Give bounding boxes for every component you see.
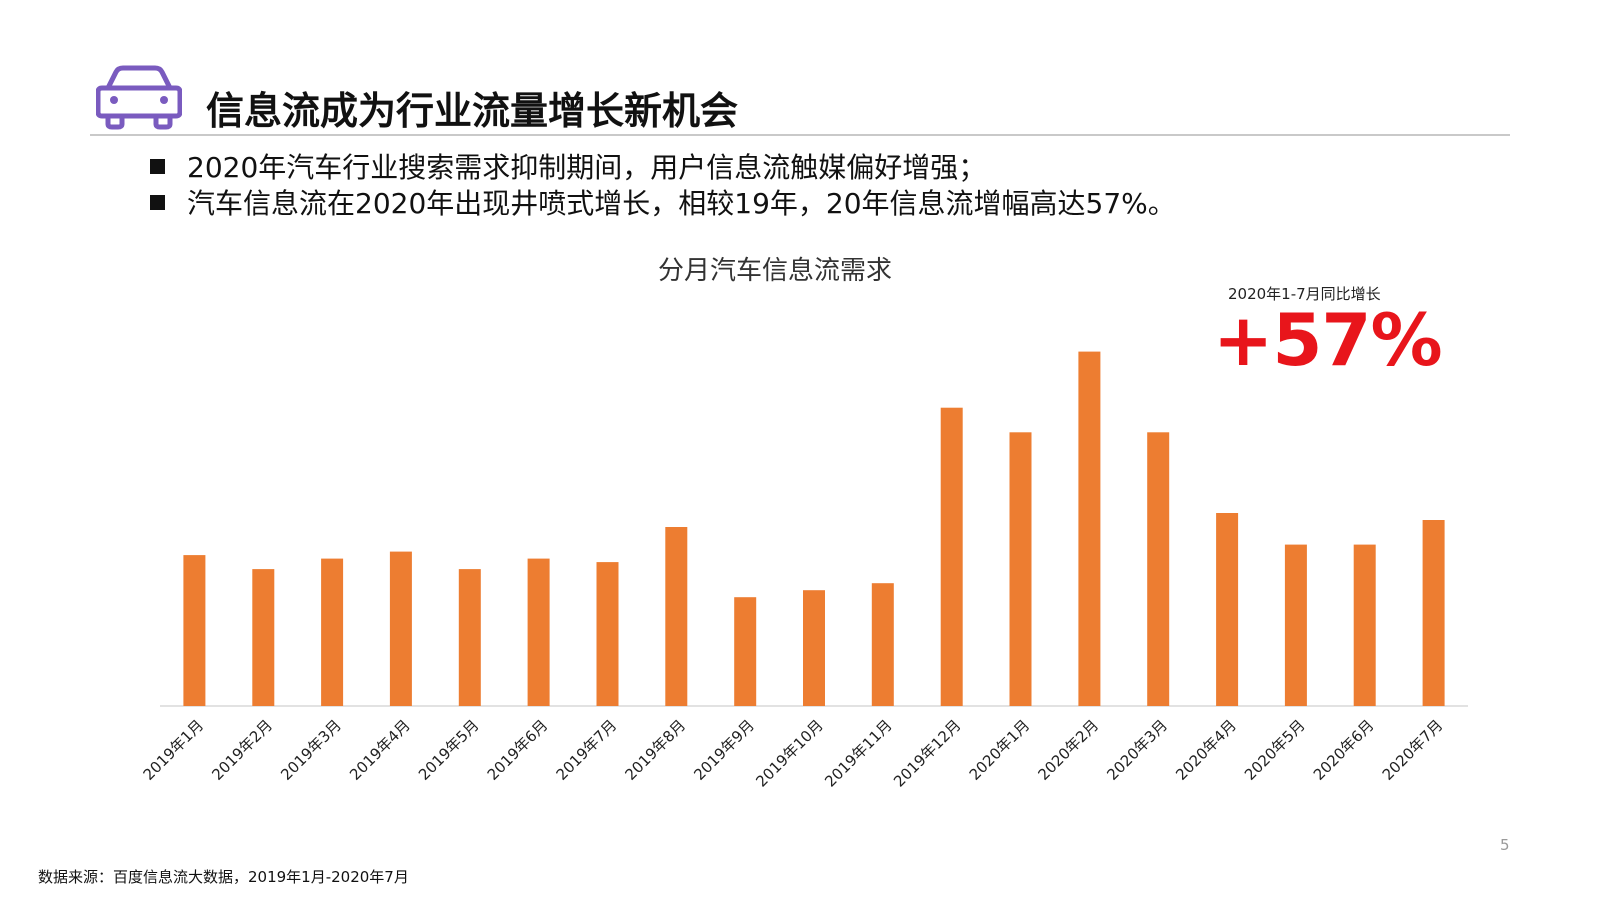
x-tick-label: 2019年5月 [415, 716, 483, 784]
x-tick-label: 2019年12月 [890, 716, 964, 790]
x-tick-label: 2020年7月 [1379, 716, 1447, 784]
x-tick-label: 2019年6月 [484, 716, 552, 784]
square-bullet-icon [150, 194, 165, 210]
bar-5 [458, 569, 481, 706]
bullet-text: 汽车信息流在2020年出现井喷式增长，相较19年，20年信息流增幅高达57%。 [187, 187, 1176, 220]
bar-19 [1422, 520, 1445, 706]
square-bullet-icon [150, 158, 165, 174]
page-number: 5 [1500, 836, 1510, 854]
x-tick-label: 2020年1月 [966, 716, 1034, 784]
x-tick-label: 2020年3月 [1103, 716, 1171, 784]
x-tick-label: 2019年11月 [821, 716, 895, 790]
bullet-item: 2020年汽车行业搜索需求抑制期间，用户信息流触媒偏好增强； [150, 146, 986, 186]
bar-10 [803, 590, 825, 706]
bar-11 [871, 583, 894, 706]
x-tick-label: 2019年9月 [690, 716, 758, 784]
bar-15 [1147, 432, 1170, 706]
bar-6 [527, 558, 550, 706]
x-tick-label: 2020年4月 [1172, 716, 1240, 784]
bar-16 [1216, 513, 1239, 706]
chart-title: 分月汽车信息流需求 [657, 256, 892, 286]
bar-14 [1078, 351, 1101, 706]
x-tick-label: 2019年3月 [277, 716, 345, 784]
bar-12 [940, 407, 963, 706]
x-tick-label: 2020年5月 [1241, 716, 1309, 784]
bar-17 [1284, 544, 1307, 706]
bar-2 [252, 569, 275, 706]
x-tick-label: 2020年6月 [1310, 716, 1378, 784]
x-tick-label: 2019年2月 [208, 716, 276, 784]
bar-13 [1009, 432, 1032, 706]
x-tick-label: 2019年7月 [553, 716, 621, 784]
bullet-text: 2020年汽车行业搜索需求抑制期间，用户信息流触媒偏好增强； [187, 151, 987, 184]
page-title: 信息流成为行业流量增长新机会 [206, 89, 739, 133]
x-tick-label: 2019年4月 [346, 716, 414, 784]
growth-callout-value: +57% [1213, 298, 1443, 382]
car-icon [96, 65, 182, 130]
bar-3 [321, 558, 344, 706]
bar-1 [183, 555, 206, 706]
title-divider [90, 134, 1510, 136]
bar-18 [1353, 544, 1376, 706]
data-source-note: 数据来源：百度信息流大数据，2019年1月-2020年7月 [38, 868, 409, 886]
bullet-item: 汽车信息流在2020年出现井喷式增长，相较19年，20年信息流增幅高达57%。 [150, 182, 1176, 222]
x-tick-label: 2019年8月 [621, 716, 689, 784]
x-tick-label: 2020年2月 [1035, 716, 1103, 784]
x-tick-label: 2019年10月 [752, 716, 826, 790]
bar-9 [734, 597, 757, 706]
x-tick-label: 2019年1月 [140, 716, 208, 784]
bar-7 [596, 562, 619, 706]
bar-4 [389, 551, 412, 706]
bar-8 [665, 527, 688, 706]
growth-callout-label: 2020年1-7月同比增长 [1228, 285, 1381, 303]
